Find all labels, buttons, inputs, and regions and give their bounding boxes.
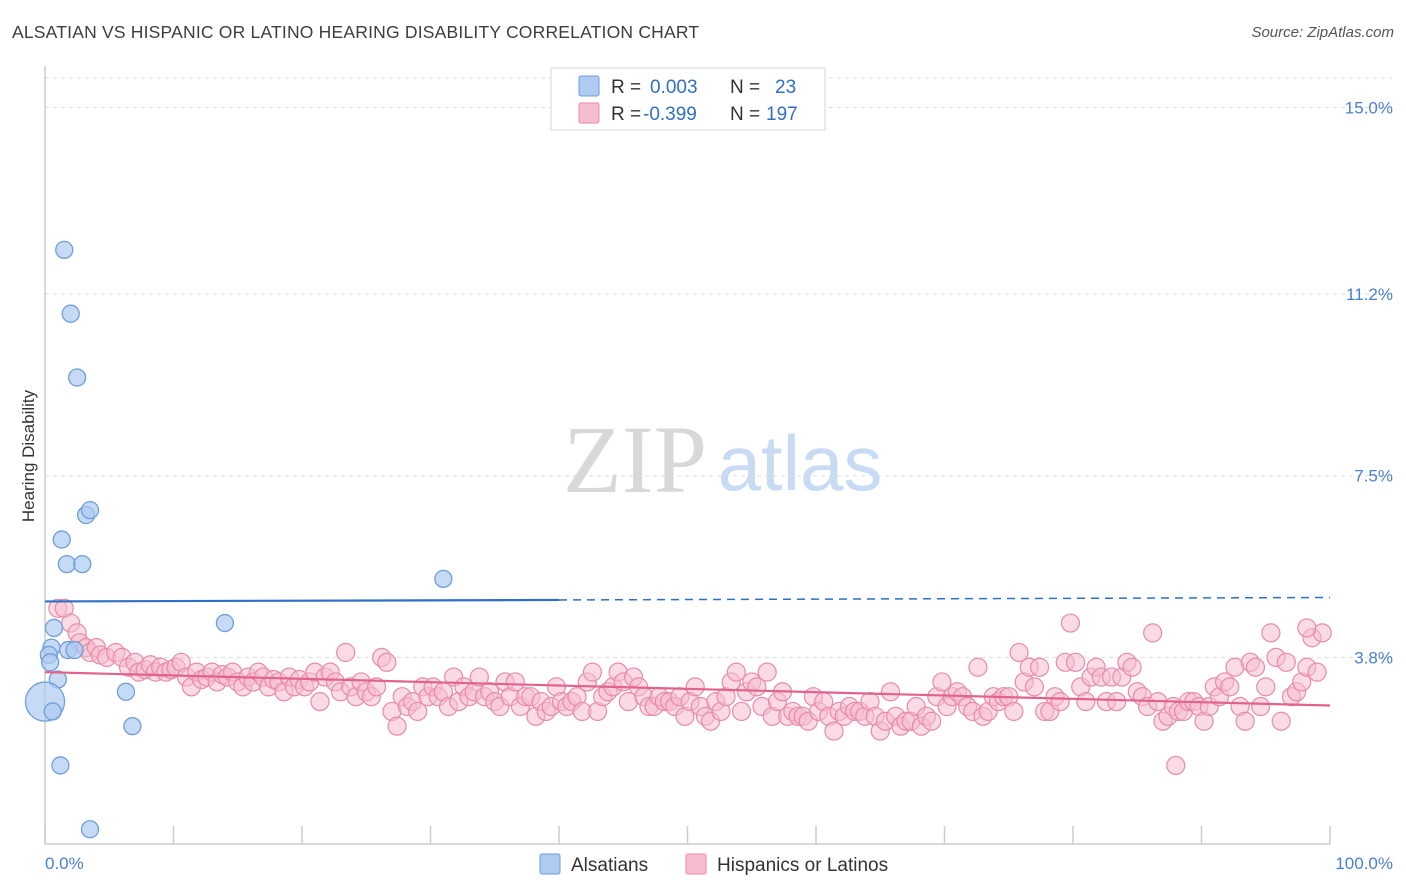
y-tick-labels: 3.8% 7.5% 11.2% 15.0% (1345, 98, 1393, 667)
data-point-alsatian (52, 530, 71, 549)
y-tick-label: 7.5% (1354, 467, 1393, 486)
data-point-hispanic (880, 682, 901, 702)
data-point-alsatian (80, 500, 100, 520)
trend-layer (44, 596, 1331, 707)
x-tick-label-end: 100.0% (1335, 854, 1393, 873)
legend-r-label: R = (611, 104, 641, 125)
data-point-alsatian (40, 653, 60, 672)
x-tick-label-start: 0.0% (45, 854, 84, 873)
data-point-alsatian (65, 640, 84, 660)
data-point-alsatian (51, 756, 70, 775)
chart-source: Source: ZipAtlas.com (1251, 24, 1394, 41)
data-point-hispanic (1307, 662, 1327, 682)
trend-line-alsatians-extrapolated (558, 596, 1331, 601)
data-point-hispanic (1297, 618, 1317, 638)
data-point-hispanic (1143, 623, 1163, 643)
bottom-legend-swatch-hispanics (685, 853, 707, 875)
data-point-hispanic (726, 662, 746, 682)
legend-row-hispanics: R = -0.399 N = 197 (578, 102, 798, 125)
data-point-hispanic (1256, 677, 1276, 697)
data-point-alsatian (57, 554, 76, 574)
data-point-hispanic (757, 662, 777, 682)
data-point-hispanic (408, 701, 428, 722)
data-point-hispanic (731, 701, 752, 722)
data-point-alsatian (44, 618, 64, 638)
data-point-hispanic (1107, 692, 1127, 712)
y-axis-label: Hearing Disability (19, 389, 38, 522)
data-point-alsatian (55, 240, 74, 260)
chart-title: ALSATIAN VS HISPANIC OR LATINO HEARING D… (12, 22, 700, 42)
data-point-hispanic (1220, 677, 1240, 697)
data-point-alsatian (73, 554, 92, 574)
legend-n-label: N = (730, 104, 760, 125)
data-point-alsatian (61, 304, 80, 323)
data-point-hispanic (1276, 652, 1296, 672)
data-point-hispanic (336, 642, 356, 663)
data-point-hispanic (1166, 755, 1186, 776)
watermark-atlas: atlas (718, 419, 883, 507)
data-point-hispanic (1271, 711, 1291, 731)
data-point-hispanic (1251, 696, 1271, 717)
bottom-legend-label-hispanics: Hispanics or Latinos (717, 855, 888, 876)
data-point-hispanic (1076, 692, 1096, 712)
legend-n-value: 23 (775, 77, 796, 98)
bottom-legend-label-alsatians: Alsatians (571, 855, 648, 876)
y-tick-label: 3.8% (1354, 648, 1393, 667)
data-point-hispanic (1050, 692, 1070, 712)
data-point-hispanic (387, 716, 407, 736)
bottom-legend-swatch-alsatians (539, 853, 561, 875)
legend-swatch-blue (578, 75, 600, 97)
data-point-hispanic (1235, 711, 1255, 731)
data-point-alsatian (123, 717, 142, 736)
data-point-hispanic (824, 721, 844, 741)
data-point-hispanic (1060, 613, 1081, 633)
data-point-hispanic (1024, 677, 1045, 697)
data-point-hispanic (932, 672, 952, 692)
legend-n-value: 197 (766, 104, 798, 125)
legend-r-label: R = (611, 77, 641, 98)
y-tick-label: 15.0% (1345, 98, 1393, 117)
data-point-hispanic (310, 692, 330, 712)
data-point-hispanic (922, 711, 942, 731)
watermark: ZIP atlas (563, 406, 882, 513)
y-tick-label: 11.2% (1346, 285, 1393, 304)
data-point-hispanic (1065, 652, 1086, 672)
data-point-hispanic (366, 677, 387, 697)
grid-layer (45, 77, 1392, 658)
data-point-hispanic (1004, 701, 1024, 722)
legend-top: R = 0.003 N = 23 R = -0.399 N = 197 (550, 67, 826, 131)
legend-swatch-pink (578, 102, 600, 124)
data-point-hispanic (582, 662, 603, 682)
data-point-hispanic (1261, 623, 1281, 643)
data-point-alsatian (116, 682, 136, 701)
data-point-alsatian (43, 702, 62, 721)
legend-n-label: N = (730, 77, 760, 98)
data-point-alsatian (215, 613, 235, 633)
legend-row-alsatians: R = 0.003 N = 23 (578, 75, 796, 98)
data-point-hispanic (1122, 657, 1142, 677)
points-layer (24, 240, 1332, 839)
watermark-zip: ZIP (563, 406, 707, 513)
data-point-alsatian (80, 820, 100, 839)
legend-r-value: 0.003 (650, 77, 698, 98)
data-point-alsatian (67, 368, 87, 387)
data-point-hispanic (1009, 642, 1029, 663)
data-point-hispanic (505, 672, 525, 692)
data-point-hispanic (1029, 657, 1050, 677)
data-point-hispanic (469, 667, 489, 687)
data-point-alsatian (434, 569, 453, 588)
data-point-hispanic (968, 657, 988, 677)
data-point-hispanic (377, 652, 397, 672)
data-point-hispanic (685, 677, 705, 697)
legend-bottom: Alsatians Hispanics or Latinos (539, 853, 888, 876)
legend-r-value: -0.399 (643, 104, 697, 125)
trend-line-alsatians (44, 598, 560, 603)
trend-line-hispanics (44, 671, 1331, 707)
x-tick-labels: 0.0% 100.0% (45, 854, 1393, 873)
data-point-hispanic (1245, 657, 1266, 677)
